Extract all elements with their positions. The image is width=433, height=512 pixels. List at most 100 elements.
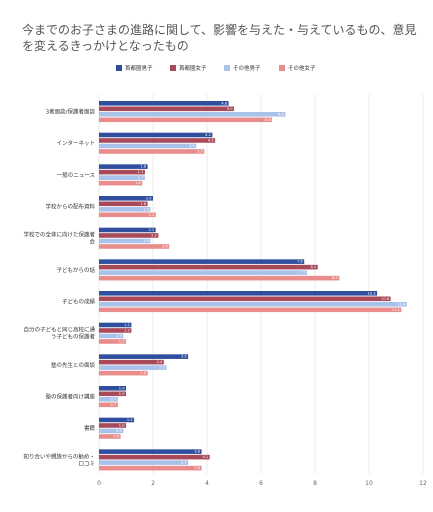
bar-value-5-1: 8.1 bbox=[310, 265, 316, 269]
bar-value-5-3: 8.9 bbox=[332, 276, 338, 280]
bar-value-4-0: 2.1 bbox=[148, 228, 154, 232]
category-label-line: 子どもの成績 bbox=[62, 298, 96, 306]
x-tick-label-2: 4 bbox=[205, 480, 209, 487]
bar-value-5-0: 7.6 bbox=[297, 260, 303, 264]
bar-value-4-1: 2.2 bbox=[151, 234, 157, 238]
category-label-9: 塾の保護者向け講座 bbox=[45, 393, 95, 401]
category-label-line: 一般のニュース bbox=[57, 171, 95, 179]
legend-label-3: その他女子 bbox=[288, 64, 316, 72]
bar-5-0 bbox=[99, 259, 305, 264]
bar-value-3-0: 2.0 bbox=[146, 196, 152, 200]
bar-value-2-1: 1.7 bbox=[138, 170, 144, 174]
bar-9-3 bbox=[99, 402, 118, 408]
legend-label-2: その他男子 bbox=[233, 64, 261, 72]
bar-8-3 bbox=[99, 370, 148, 376]
legend-swatch-2 bbox=[224, 65, 230, 71]
bar-3-1 bbox=[99, 201, 148, 207]
bar-9-1 bbox=[99, 391, 126, 397]
bar-value-10-0: 1.3 bbox=[127, 418, 133, 422]
x-tick-label-5: 10 bbox=[365, 480, 373, 487]
legend-swatch-3 bbox=[279, 65, 285, 71]
bar-value-8-1: 2.4 bbox=[157, 360, 163, 364]
x-tick-label-3: 6 bbox=[259, 480, 263, 487]
category-label-4: 学校での全体に向けた保護者会 bbox=[23, 231, 95, 246]
bar-value-0-0: 4.8 bbox=[221, 101, 227, 105]
x-axis-ticks: 0 2 4 6 8 10 12 bbox=[97, 480, 427, 487]
bar-11-1 bbox=[99, 454, 210, 460]
bar-3-2 bbox=[99, 207, 151, 212]
bar-0-2 bbox=[99, 112, 286, 117]
bar-2-1 bbox=[99, 169, 145, 175]
bar-7-3 bbox=[99, 339, 126, 344]
bar-value-11-0: 3.8 bbox=[194, 450, 200, 454]
bar-11-2 bbox=[99, 460, 189, 465]
legend-label-0: 首都圏男子 bbox=[125, 64, 153, 72]
bar-3-0 bbox=[99, 196, 153, 201]
bar-value-0-2: 6.9 bbox=[278, 112, 284, 116]
bar-value-9-3: 0.7 bbox=[111, 403, 117, 407]
bar-5-2 bbox=[99, 270, 307, 275]
bar-2-0 bbox=[99, 164, 148, 169]
category-label-line: 子どもからの話 bbox=[56, 266, 95, 274]
bar-value-1-2: 3.6 bbox=[189, 144, 195, 148]
legend: 首都圏男子 首都圏女子 その他男子 その他女子 bbox=[116, 64, 316, 72]
chart-title: 今までのお子さまの進路に関して、影響を与えた・与えているもの、意見を変えるきっか… bbox=[22, 23, 417, 53]
bar-value-6-3: 11.2 bbox=[392, 308, 400, 312]
category-label-3: 学校からの配布資料 bbox=[45, 203, 95, 211]
category-label-line: 学校からの配布資料 bbox=[45, 203, 95, 211]
category-label-1: インターネット bbox=[56, 139, 95, 147]
bar-4-2 bbox=[99, 238, 151, 244]
bar-8-1 bbox=[99, 359, 164, 365]
legend-swatch-1 bbox=[170, 65, 176, 71]
bar-value-2-3: 1.6 bbox=[135, 181, 141, 185]
bar-value-8-3: 1.8 bbox=[140, 371, 146, 375]
x-tick-label-0: 0 bbox=[97, 480, 101, 487]
category-label-line: 自分の子どもと同じ高校に通 bbox=[24, 326, 96, 334]
bar-10-3 bbox=[99, 434, 121, 439]
bar-5-1 bbox=[99, 264, 318, 270]
bar-9-0 bbox=[99, 386, 126, 391]
bar-2-3 bbox=[99, 180, 143, 186]
bar-value-9-1: 1.0 bbox=[119, 392, 125, 396]
category-label-line: 3者面談/保護者面談 bbox=[46, 108, 96, 116]
bar-7-1 bbox=[99, 328, 132, 333]
category-label-line: 口コミ bbox=[78, 460, 95, 467]
bar-value-9-0: 1.0 bbox=[119, 386, 125, 390]
bar-6-2 bbox=[99, 302, 407, 307]
bar-value-3-3: 2.1 bbox=[148, 213, 154, 217]
bar-0-1 bbox=[99, 106, 234, 112]
bar-value-1-1: 4.3 bbox=[208, 139, 214, 143]
category-labels: 3者面談/保護者面談インターネット一般のニュース学校からの配布資料学校での全体に… bbox=[23, 108, 95, 468]
bar-value-11-2: 3.3 bbox=[181, 461, 187, 465]
bar-value-10-3: 0.8 bbox=[113, 435, 119, 439]
bar-value-6-0: 10.3 bbox=[368, 291, 376, 295]
x-tick-label-6: 12 bbox=[419, 480, 427, 487]
category-label-line: 学校での全体に向けた保護者 bbox=[23, 231, 95, 239]
bar-value-11-1: 4.1 bbox=[202, 455, 208, 459]
bar-6-3 bbox=[99, 307, 402, 313]
category-label-8: 塾の先生との面談 bbox=[51, 361, 95, 369]
bar-value-1-3: 3.9 bbox=[197, 150, 203, 154]
category-label-11: 知り合いや親族からの勧め・口コミ bbox=[23, 452, 95, 467]
x-tick-label-1: 2 bbox=[151, 480, 155, 487]
bar-0-3 bbox=[99, 117, 272, 123]
bar-5-3 bbox=[99, 275, 340, 281]
category-label-line: 塾の先生との面談 bbox=[51, 361, 95, 369]
bar-10-2 bbox=[99, 428, 124, 434]
category-label-line: 書籍 bbox=[84, 424, 96, 432]
bar-value-3-1: 1.8 bbox=[140, 202, 146, 206]
bar-value-9-2: 0.7 bbox=[111, 397, 117, 401]
bar-value-6-1: 10.8 bbox=[381, 297, 390, 301]
bar-8-0 bbox=[99, 354, 189, 359]
bar-value-0-1: 5.0 bbox=[227, 107, 233, 111]
category-label-10: 書籍 bbox=[84, 424, 96, 432]
bar-1-0 bbox=[99, 132, 213, 138]
bar-value-10-2: 0.9 bbox=[116, 429, 122, 433]
bar-value-7-0: 1.2 bbox=[124, 323, 130, 327]
bar-value-5-2: 7.7 bbox=[300, 271, 306, 275]
bar-1-1 bbox=[99, 138, 216, 143]
bar-value-10-1: 1.0 bbox=[119, 424, 125, 428]
bar-value-7-2: 0.9 bbox=[116, 334, 122, 338]
bar-1-2 bbox=[99, 143, 197, 149]
x-tick-label-4: 8 bbox=[313, 480, 317, 487]
